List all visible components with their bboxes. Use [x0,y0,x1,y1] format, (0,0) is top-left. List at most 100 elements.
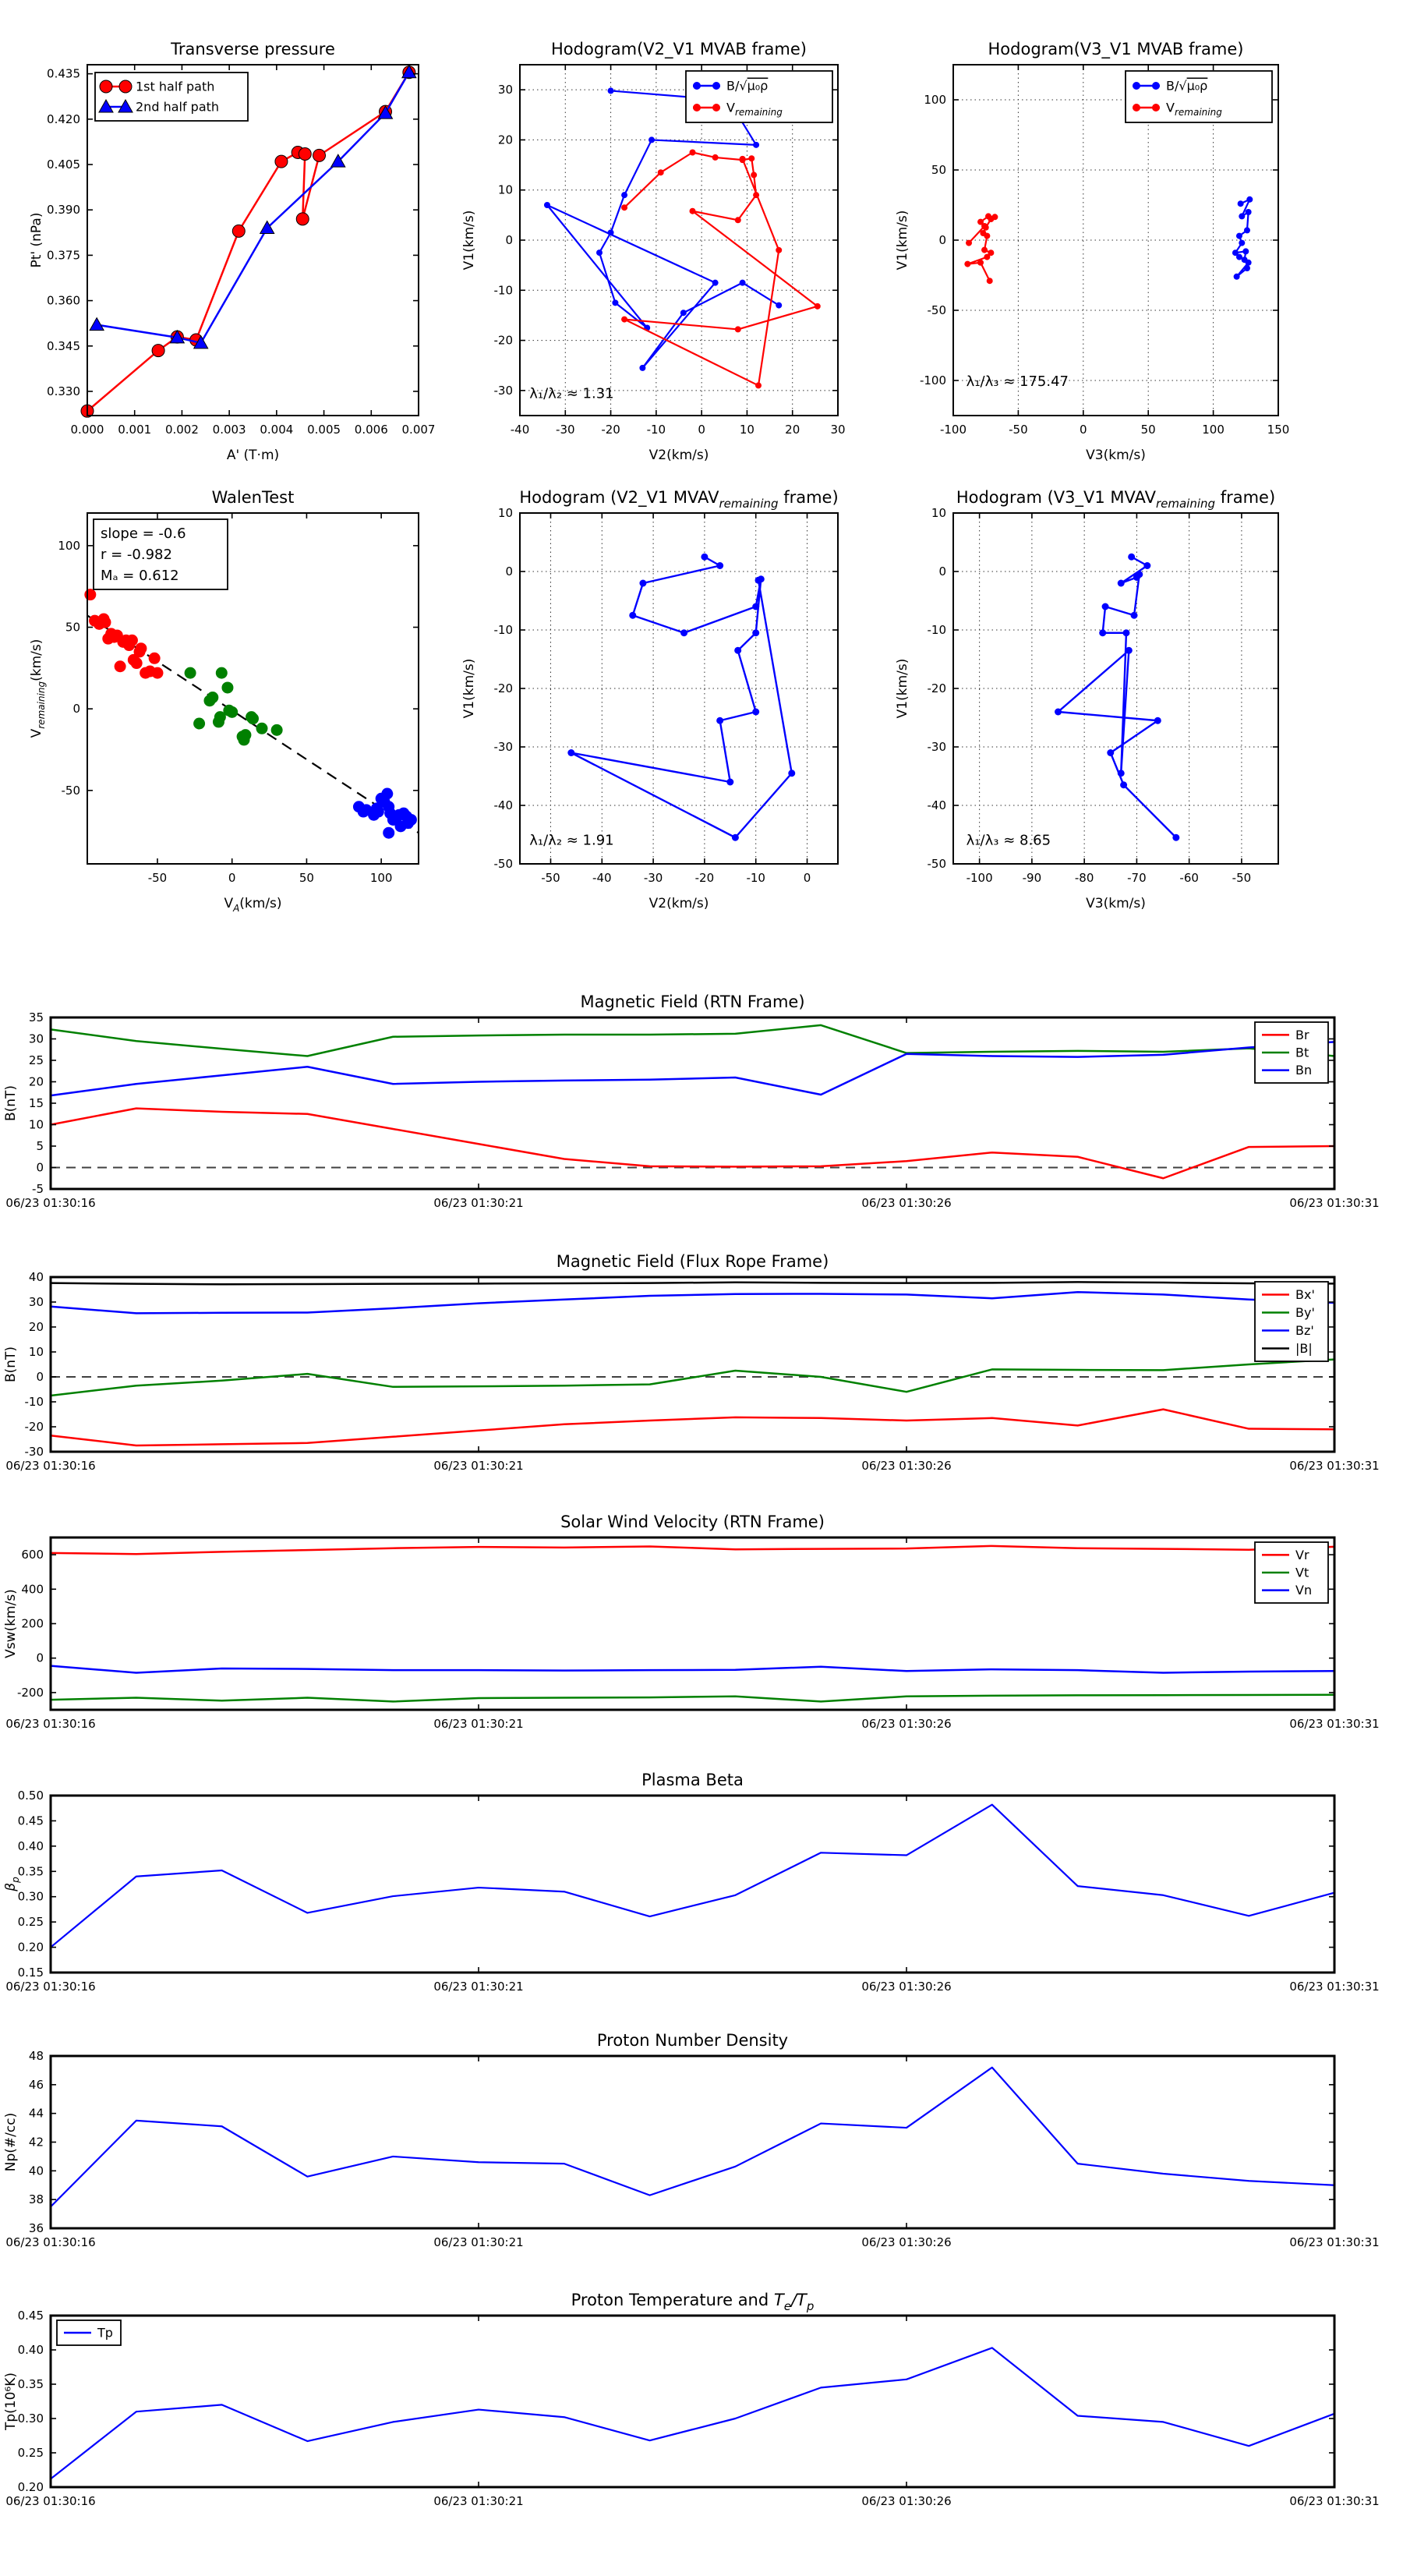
y-tick-label: 0.35 [18,2377,44,2391]
x-tick-label: 0.006 [355,423,388,437]
x-tick-label: 06/23 01:30:21 [433,2235,523,2249]
x-tick-label: -50 [1232,871,1252,885]
series-last-segment [352,787,417,839]
svg-text:Vt: Vt [1295,1566,1309,1580]
x-tick-label: -40 [592,871,612,885]
x-tick-label: 06/23 01:30:31 [1289,1980,1379,1994]
series-br [50,1107,1335,1180]
svg-text:Br: Br [1295,1028,1309,1042]
y-tick-label: 40 [29,2164,44,2178]
y-tick-label: 0.360 [47,294,80,308]
x-tick-label: 0 [698,423,705,437]
y-tick-label: 20 [29,1320,44,1334]
x-tick-label: 06/23 01:30:31 [1289,2235,1379,2249]
svg-text:By': By' [1295,1305,1315,1320]
y-tick-label: -30 [494,384,514,398]
x-tick-label: 50 [299,871,314,885]
x-tick-label: 06/23 01:30:26 [861,1980,951,1994]
x-tick-label: 06/23 01:30:26 [861,2235,951,2249]
legend: Tp [56,2319,122,2346]
axes-frame [49,2054,1336,2230]
y-tick-label: -20 [494,681,514,695]
x-tick-label: 0 [1080,423,1087,437]
y-tick-label: 40 [29,1270,44,1284]
x-tick-label: 0.001 [118,423,151,437]
subplot-title: Hodogram (V2_V1 MVAVremaining frame) [519,488,838,511]
x-axis-label: V3(km/s) [1086,448,1146,463]
y-tick-label: -200 [17,1686,44,1700]
y-tick-label: 100 [58,539,80,553]
subplot-walen-test: -50 0 50 100 -50 0 50 100 WalenTest VA(km/s) Vrema… [29,488,419,914]
x-tick-label: 0.002 [165,423,199,437]
x-tick-label: 06/23 01:30:26 [861,1196,951,1210]
series-b-sqrt-mu0-rho- [1232,196,1253,280]
axes-frame [87,64,419,416]
series-by- [50,1358,1335,1397]
subplot-title: Hodogram(V3_V1 MVAB frame) [988,40,1244,59]
x-tick-label: 0.004 [260,423,293,437]
x-tick-label: 06/23 01:30:16 [5,1717,95,1731]
y-axis-label: B(nT) [3,1085,19,1121]
legend: Bx' By' Bz' |B| [1254,1281,1329,1362]
series-bx- [50,1408,1335,1447]
y-tick-label: 30 [498,83,513,97]
y-tick-label: 30 [29,1295,44,1309]
y-tick-label: -10 [928,623,947,637]
svg-text:Bt: Bt [1295,1046,1309,1060]
y-tick-label: 20 [498,133,513,147]
y-tick-label: 42 [29,2135,44,2150]
series-bt [50,1024,1335,1057]
y-tick-label: 20 [29,1075,44,1089]
y-tick-label: -30 [928,740,947,754]
y-axis-label: Vsw(km/s) [3,1589,19,1658]
subplot-proton-number-density: 06/23 01:30:16 06/23 01:30:21 06/23 01:30:… [3,2031,1380,2249]
y-axis-label: B(nT) [3,1346,19,1382]
y-tick-label: 0 [36,1370,44,1384]
y-tick-label: 0 [505,564,513,579]
x-tick-label: -20 [601,423,620,437]
y-tick-label: -20 [928,681,947,695]
series--b- [50,1281,1335,1286]
y-tick-label: 0.25 [18,1915,44,1929]
x-tick-label: -70 [1127,871,1147,885]
y-axis-label: V1(km/s) [461,659,477,719]
x-tick-label: 0 [228,871,236,885]
subplot-plasma-beta: 06/23 01:30:16 06/23 01:30:21 06/23 01:30:… [3,1771,1380,1994]
svg-text:2nd half path: 2nd half path [136,100,219,115]
svg-text:1st half path: 1st half path [136,80,214,94]
series-1st-half-path [80,65,416,418]
y-axis-label: V1(km/s) [895,211,910,271]
svg-text:Mₐ = 0.612: Mₐ = 0.612 [101,568,179,584]
x-axis-label: V3(km/s) [1086,896,1146,911]
y-tick-label: -50 [62,784,81,798]
x-axis-label: V2(km/s) [649,448,709,463]
y-tick-label: 46 [29,2078,44,2092]
x-tick-label: -80 [1075,871,1094,885]
x-tick-label: 06/23 01:30:21 [433,1980,523,1994]
x-tick-label: 06/23 01:30:26 [861,1459,951,1473]
x-tick-label: 06/23 01:30:16 [5,1980,95,1994]
y-tick-label: 0.420 [47,112,80,126]
y-tick-label: 0.40 [18,1839,44,1853]
y-tick-label: -50 [928,303,947,317]
y-tick-label: 0.50 [18,1789,44,1803]
y-axis-label: Pt' (nPa) [29,213,44,268]
y-tick-label: 0.435 [47,67,80,81]
subplot-title: Proton Temperature and Te/Tp [571,2291,815,2313]
y-tick-label: -20 [25,1420,44,1434]
y-tick-label: 10 [931,506,946,520]
series-b-sqrt-mu0-rho- [543,87,783,371]
series-bz- [50,1290,1335,1315]
y-tick-label: 10 [29,1345,44,1359]
x-tick-label: 20 [785,423,800,437]
x-tick-label: 06/23 01:30:16 [5,1459,95,1473]
svg-text:B/√μ₀ρ: B/√μ₀ρ [1166,79,1207,94]
y-tick-label: -40 [928,798,947,812]
y-tick-label: -30 [25,1445,44,1459]
y-tick-label: 400 [21,1582,44,1596]
y-tick-label: -20 [494,334,514,348]
x-tick-label: 30 [830,423,845,437]
svg-text:Bn: Bn [1295,1063,1312,1077]
axes-frame [952,512,1279,865]
y-tick-label: 25 [29,1053,44,1067]
